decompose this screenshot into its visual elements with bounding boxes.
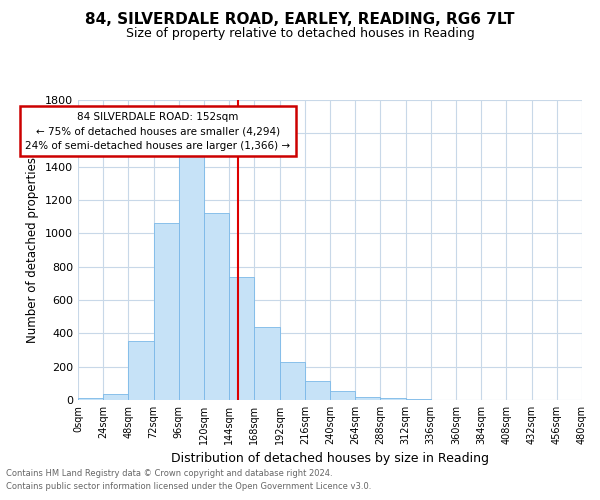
X-axis label: Distribution of detached houses by size in Reading: Distribution of detached houses by size … (171, 452, 489, 466)
Bar (179, 155, 204, 400)
Bar (128, 341, 154, 400)
Bar (154, 224, 179, 400)
Text: 84, SILVERDALE ROAD, EARLEY, READING, RG6 7LT: 84, SILVERDALE ROAD, EARLEY, READING, RG… (85, 12, 515, 28)
Bar (103, 394, 128, 400)
Bar (78, 398, 103, 400)
Bar (305, 381, 330, 400)
Bar (380, 398, 406, 400)
Bar (229, 276, 254, 400)
Text: Contains public sector information licensed under the Open Government Licence v3: Contains public sector information licen… (6, 482, 371, 491)
Bar (204, 214, 229, 400)
Bar (254, 326, 280, 400)
Text: Contains HM Land Registry data © Crown copyright and database right 2024.: Contains HM Land Registry data © Crown c… (6, 468, 332, 477)
Bar (406, 399, 431, 400)
Text: 84 SILVERDALE ROAD: 152sqm
← 75% of detached houses are smaller (4,294)
24% of s: 84 SILVERDALE ROAD: 152sqm ← 75% of deta… (25, 112, 290, 152)
Bar (355, 396, 380, 400)
Bar (280, 362, 305, 400)
Bar (330, 391, 355, 400)
Y-axis label: Number of detached properties: Number of detached properties (26, 157, 40, 343)
Text: Size of property relative to detached houses in Reading: Size of property relative to detached ho… (125, 28, 475, 40)
